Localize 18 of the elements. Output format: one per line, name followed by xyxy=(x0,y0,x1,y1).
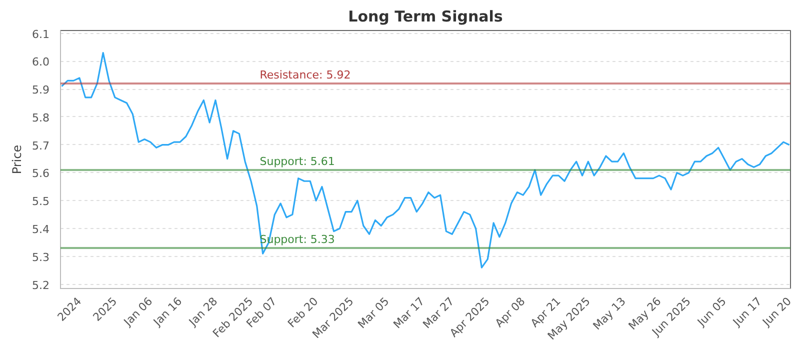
y-axis-title: Price xyxy=(10,144,24,174)
x-tick-label: Apr 08 xyxy=(492,294,528,330)
chart-title: Long Term Signals xyxy=(348,8,503,26)
y-tick-label: 5.3 xyxy=(32,250,50,264)
y-tick-label: 6.1 xyxy=(32,28,50,41)
y-tick-label: 5.8 xyxy=(32,111,50,124)
y-tick-label: 5.5 xyxy=(32,195,50,208)
y-tick-label: 6.0 xyxy=(32,56,50,69)
y-tick-label: 5.2 xyxy=(32,278,50,292)
x-tick-label: Mar 05 xyxy=(355,294,392,332)
y-tick-label: 5.7 xyxy=(32,139,50,152)
ref-line-label: Resistance: 5.92 xyxy=(260,68,351,82)
x-tick-label: Jun 05 xyxy=(694,294,729,330)
ref-line-label: Support: 5.61 xyxy=(260,154,335,168)
y-tick-label: 5.9 xyxy=(32,84,50,97)
y-tick-label: 5.4 xyxy=(32,223,50,236)
line-series xyxy=(60,52,790,268)
y-tick-label: 5.6 xyxy=(32,167,50,180)
